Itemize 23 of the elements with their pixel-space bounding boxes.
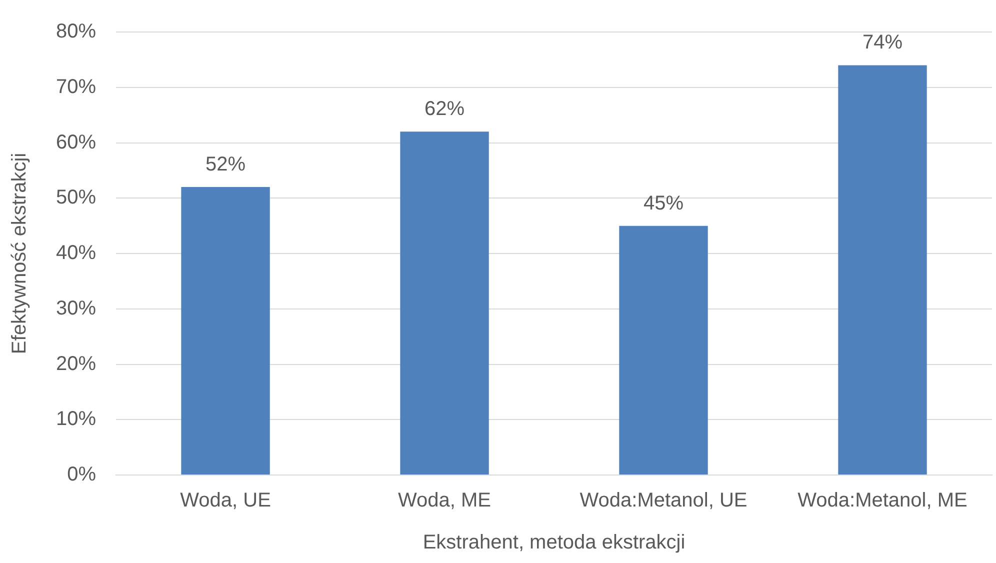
y-tick-label: 60% [56,131,96,154]
y-tick-label: 0% [67,464,96,486]
y-tick-label: 30% [56,297,96,320]
x-axis-title: Ekstrahent, metoda ekstrakcji [422,532,686,554]
y-tick-label: 80% [56,20,96,43]
data-label: 62% [424,98,465,120]
data-label: 45% [643,192,684,214]
y-tick-label: 50% [56,186,96,209]
x-tick-label: Woda, ME [398,490,492,512]
bar [838,65,927,474]
y-axis-title: Efektywność ekstrakcji [8,152,31,354]
y-tick-label: 40% [56,242,96,264]
x-tick-label: Woda, UE [180,490,271,512]
bar [619,226,708,474]
bar [400,132,489,474]
y-tick-label: 10% [56,408,96,430]
bar [181,187,270,474]
x-tick-label: Woda:Metanol, UE [580,490,748,512]
y-tick-label: 70% [56,76,96,98]
x-tick-label: Woda:Metanol, ME [798,490,968,512]
data-label: 52% [206,154,246,176]
y-tick-label: 20% [56,352,96,375]
data-label: 74% [862,32,903,54]
